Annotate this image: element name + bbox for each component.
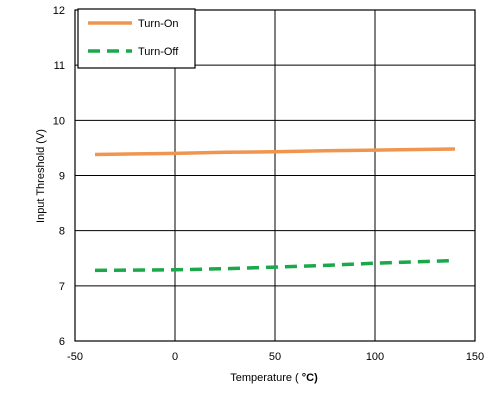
x-tick-label: -50 xyxy=(67,351,83,363)
x-axis-label-unit: °C) xyxy=(302,372,318,384)
series-line-turn-on xyxy=(94,147,456,157)
x-axis-label-text: Temperature ( xyxy=(230,372,302,384)
y-tick-label: 6 xyxy=(59,336,65,348)
legend-box xyxy=(77,8,196,69)
y-tick-label: 9 xyxy=(59,171,65,183)
y-tick-label: 7 xyxy=(59,281,65,293)
y-tick-label: 12 xyxy=(53,5,65,17)
series-line-turn-off xyxy=(94,258,456,273)
legend-label-turn-off: Turn-Off xyxy=(138,46,179,58)
x-tick-labels: -50 0 50 100 150 xyxy=(67,351,484,363)
series-lines xyxy=(94,147,456,273)
y-tick-label: 10 xyxy=(53,115,65,127)
x-tick-label: 100 xyxy=(366,351,384,363)
x-tick-label: 0 xyxy=(172,351,178,363)
x-tick-label: 50 xyxy=(269,351,281,363)
y-tick-label: 8 xyxy=(59,226,65,238)
y-axis-label: Input Threshold (V) xyxy=(35,129,47,223)
legend: Turn-On Turn-Off xyxy=(77,8,196,69)
y-tick-label: 11 xyxy=(54,60,65,72)
x-axis-label: Temperature ( °C) xyxy=(230,372,318,384)
plot-frame xyxy=(74,9,476,342)
grid-lines xyxy=(75,10,475,341)
legend-label-turn-on: Turn-On xyxy=(138,18,179,30)
y-tick-labels: 6 7 8 9 10 11 12 xyxy=(53,5,65,348)
x-tick-label: 150 xyxy=(466,351,484,363)
